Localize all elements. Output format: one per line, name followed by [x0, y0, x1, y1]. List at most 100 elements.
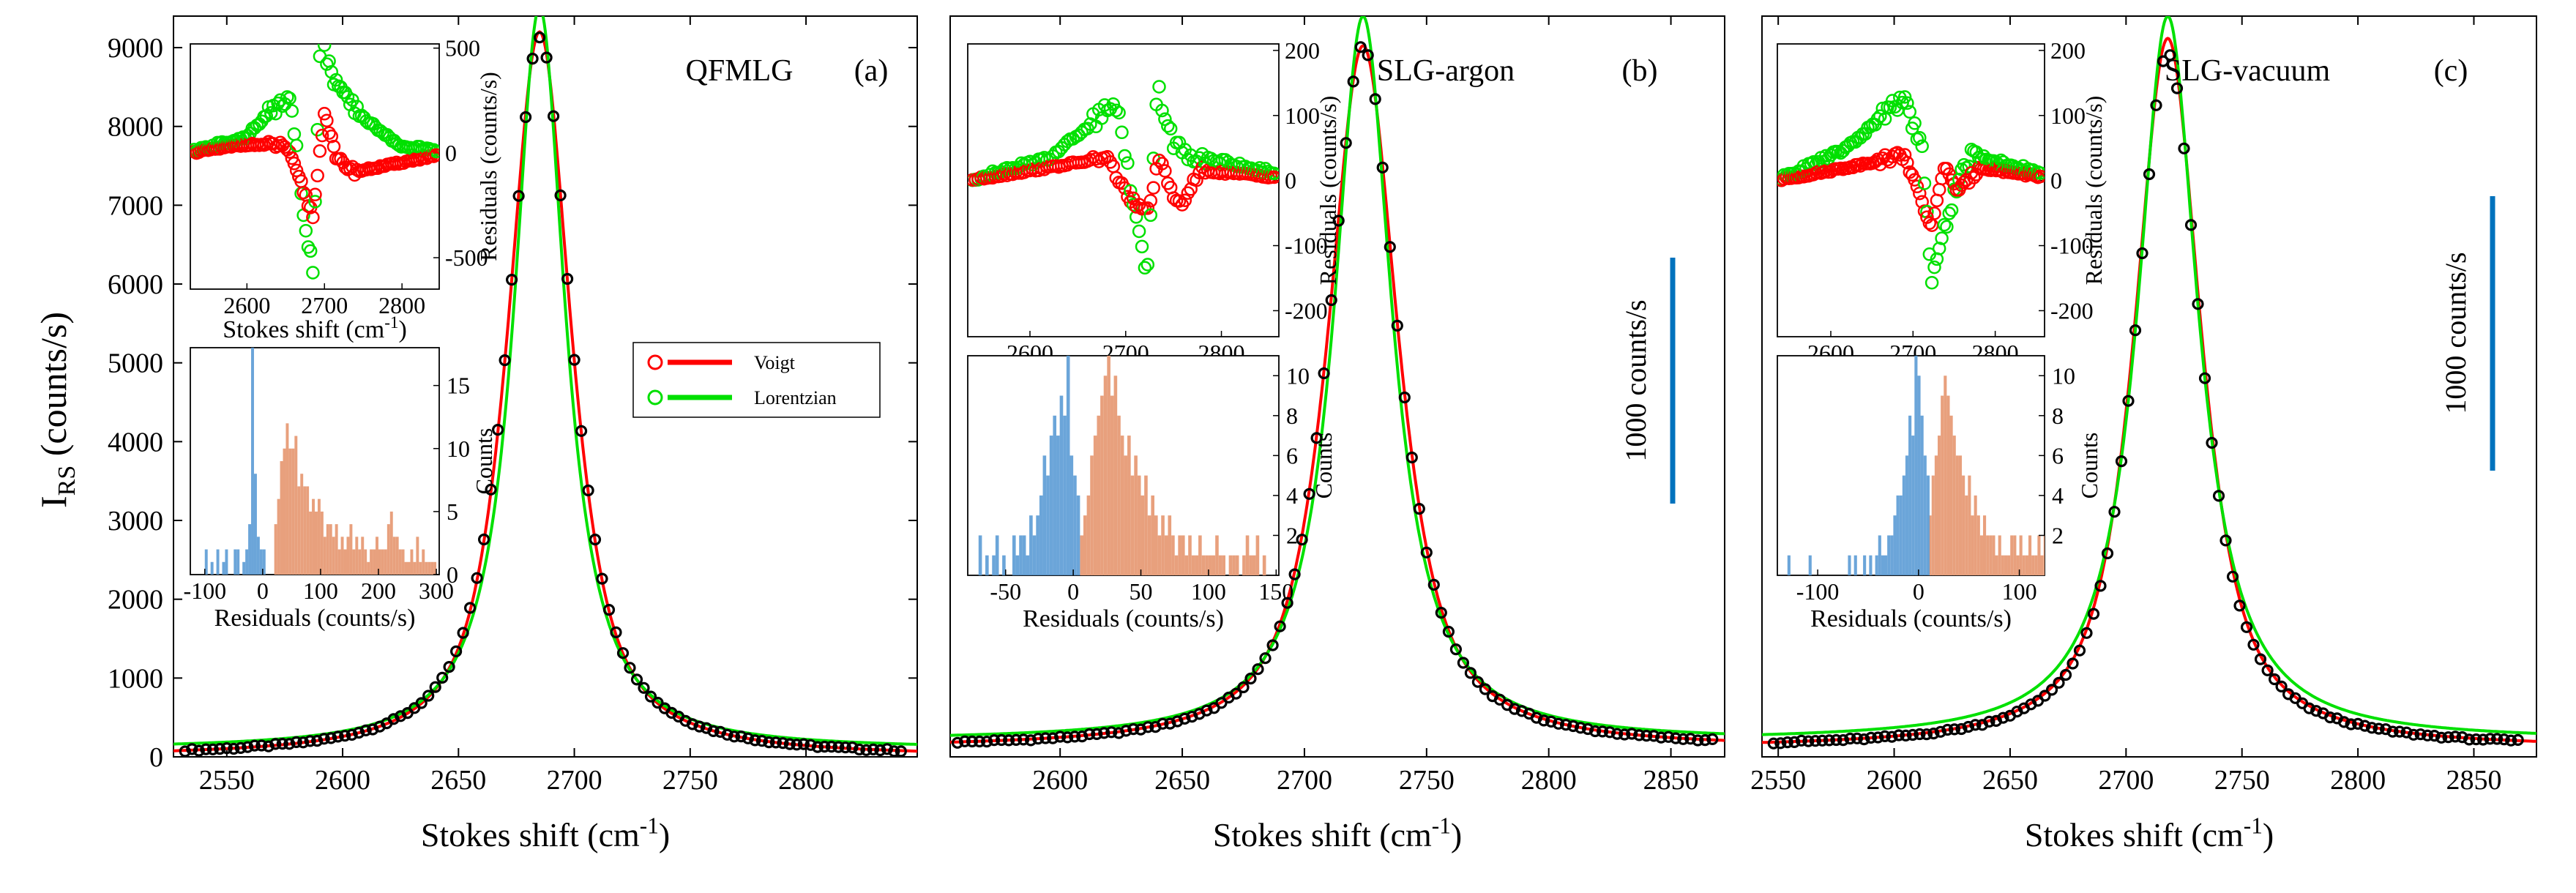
data-point: [1002, 734, 1015, 747]
hist-voigt-bar: [1899, 495, 1903, 575]
main-axes-a: [173, 15, 918, 758]
hist-voigt-bar: [1902, 475, 1905, 575]
hist-plot-area-b: [978, 356, 1266, 575]
hist-voigt-bar: [1914, 356, 1918, 575]
data-point: [443, 660, 455, 673]
x-tick-label: 2700: [2098, 765, 2154, 796]
hist-voigt-bar: [1875, 555, 1878, 575]
hist-lorentzian-bar: [349, 524, 353, 575]
res-voigt-point: [320, 113, 334, 127]
hist-lorentzian-bar: [1252, 555, 1256, 575]
data-point: [1699, 733, 1711, 747]
data-point: [783, 738, 796, 750]
data-point: [749, 734, 761, 747]
x-tick-label: 2550: [199, 765, 255, 796]
data-point: [1105, 726, 1118, 739]
data-point: [693, 720, 706, 733]
data-point: [652, 696, 664, 709]
hist-lorentzian-bar: [1232, 555, 1236, 575]
x-tick-label: 2600: [1032, 765, 1088, 796]
y-tick-label: 6000: [108, 269, 163, 300]
data-point: [283, 738, 296, 750]
res-y-tick-label: 0: [2050, 168, 2062, 194]
hist-lorentzian-bar: [1164, 535, 1168, 575]
data-point: [1405, 451, 1418, 464]
data-point: [1872, 731, 1884, 744]
hist-lorentzian-bar: [422, 549, 425, 575]
data-point: [769, 736, 783, 749]
hist-lorentzian-bar: [1944, 375, 1947, 575]
hist-lorentzian-bar: [370, 549, 373, 575]
hist-lorentzian-bar: [323, 537, 326, 575]
data-point: [742, 732, 755, 744]
data-point: [832, 741, 845, 753]
data-point: [2338, 716, 2351, 728]
hist-voigt-bar: [1039, 495, 1043, 575]
hist-lorentzian-bar: [2040, 555, 2044, 575]
data-point: [1969, 719, 1982, 731]
data-point: [1061, 731, 1074, 744]
hist-lorentzian-bar: [1228, 555, 1233, 575]
data-point: [1767, 737, 1780, 750]
res-lorentzian-point: [1937, 217, 1952, 232]
data-point: [561, 272, 574, 285]
hist-lorentzian-bar: [1934, 455, 1938, 575]
hist-lorentzian-bar: [1083, 515, 1087, 575]
hist-lorentzian-bar: [1090, 455, 1094, 575]
hist-voigt-bar: [1063, 415, 1067, 575]
res-lorentzian-point: [373, 124, 387, 138]
res-voigt-point: [1190, 173, 1203, 187]
data-point: [867, 743, 880, 756]
hist-lorentzian-bar: [433, 561, 437, 575]
legend: Voigt Lorentzian: [632, 342, 881, 418]
x-tick-label: 2800: [1521, 765, 1577, 796]
hist-lorentzian-bar: [1938, 436, 1941, 575]
hist-xlabel-c: Residuals (counts/s): [1810, 605, 2012, 632]
main-plot-area-b: [950, 16, 1725, 749]
hist-lorentzian-bar: [1249, 555, 1252, 575]
hist-x-tick-label: 0: [1913, 578, 1924, 605]
hist-lorentzian-bar: [1974, 495, 1977, 575]
hist-lorentzian-bar: [312, 498, 315, 575]
data-point: [2053, 676, 2065, 689]
data-point: [186, 743, 198, 755]
res-lorentzian-point: [1942, 206, 1956, 220]
hist-lorentzian-bar: [1968, 475, 1971, 575]
res-voigt-point: [287, 157, 302, 171]
res-lorentzian-point: [303, 244, 318, 258]
res-voigt-point: [315, 128, 329, 143]
data-point: [721, 728, 733, 741]
data-point: [1464, 667, 1477, 679]
hist-lorentzian-bar: [332, 537, 335, 575]
data-point: [1135, 723, 1147, 736]
data-point: [2505, 734, 2517, 747]
hist-voigt-bar: [1026, 555, 1030, 575]
res-lorentzian-point: [308, 195, 322, 209]
res-lorentzian-point: [285, 104, 299, 118]
hist-lorentzian-bar: [1962, 475, 1965, 575]
res-lorentzian-point: [1140, 258, 1155, 272]
hist-lorentzian-bar: [2034, 555, 2038, 575]
data-point: [2261, 664, 2274, 676]
hist-lorentzian-bar: [274, 524, 277, 575]
hist-voigt-bar: [1908, 415, 1912, 575]
hist-lorentzian-bar: [1171, 535, 1175, 575]
hist-lorentzian-bar: [392, 537, 396, 575]
res-lorentzian-point: [1135, 239, 1149, 254]
data-point: [2178, 142, 2190, 154]
res-lorentzian-point: [1944, 203, 1959, 217]
data-point: [540, 51, 553, 64]
hist-lorentzian-bar: [404, 561, 408, 575]
hist-voigt-bar: [248, 524, 252, 575]
x-tick-label: 2750: [2214, 765, 2270, 796]
res-plot-area-b: [968, 80, 1279, 275]
hist-lorentzian-bar: [1222, 555, 1226, 575]
hist-ylabel-b: Counts: [1310, 433, 1337, 499]
hist-lorentzian-bar: [288, 448, 292, 575]
res-lorentzian-point: [329, 72, 343, 87]
hist-lorentzian-bar: [291, 448, 295, 575]
hist-voigt-bar: [242, 561, 246, 575]
data-point: [1266, 639, 1279, 651]
res-ylabel-c: Residuals (counts/s): [2080, 96, 2107, 285]
data-point: [2275, 680, 2288, 693]
